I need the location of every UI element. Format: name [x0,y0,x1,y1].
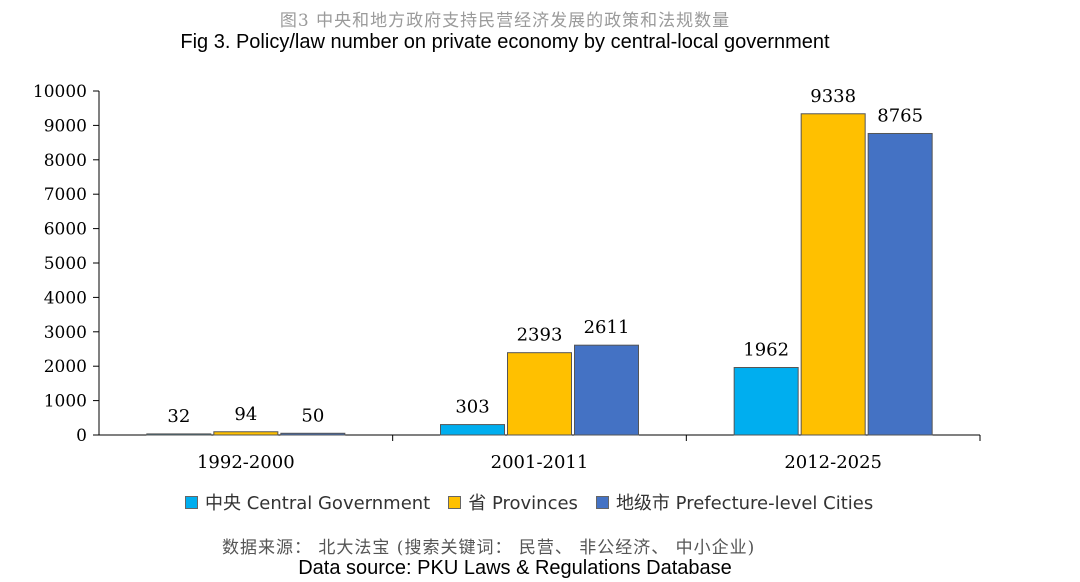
legend-label-cities: 地级市 Prefecture-level Cities [615,493,874,514]
bar-data-label: 50 [301,405,324,426]
y-tick-label: 0 [76,426,87,446]
bar-data-label: 2611 [584,317,630,338]
bar [574,344,639,436]
x-tick-label: 2001-2011 [491,452,589,473]
legend-label-central: 中央 Central Government [205,493,431,514]
y-tick-label: 4000 [44,288,87,308]
y-tick-label: 9000 [44,116,87,136]
y-tick-label: 5000 [44,254,87,274]
y-tick-label: 8000 [44,151,87,171]
chart-title: Fig 3. Policy/law number on private econ… [180,31,830,53]
chart-legend: 中央 Central Government 省 Provinces 地级市 Pr… [185,490,891,514]
bar [146,433,212,436]
y-tick-label: 1000 [44,392,87,412]
bar-data-label: 2393 [517,325,563,346]
bar-data-label: 303 [455,397,489,418]
bar [440,424,505,436]
bar [280,432,346,436]
x-tick-label: 1992-2000 [197,452,295,473]
legend-item-central: 中央 Central Government [185,489,430,515]
bar-data-label: 32 [167,406,190,427]
y-tick-label: 7000 [44,185,87,205]
bar-data-label: 8765 [877,105,923,126]
bar-data-label: 1962 [743,340,789,361]
bar [507,352,572,436]
y-tick-label: 6000 [44,220,87,240]
bar [867,132,933,436]
bar-data-label: 9338 [810,86,856,107]
legend-swatch-provinces [448,495,462,509]
legend-item-provinces: 省 Provinces [448,489,578,515]
y-tick-label: 2000 [44,357,87,377]
bar [800,113,866,436]
bar [213,431,279,436]
source-note: Data source: PKU Laws & Regulations Data… [298,557,732,579]
chart-title-cn: 图3 中央和地方政府支持民营经济发展的政策和法规数量 [279,11,731,31]
bar-data-label: 94 [234,404,257,425]
legend-swatch-central [185,495,198,509]
x-tick-label: 2012-2025 [784,452,882,473]
y-tick-label: 3000 [44,323,87,343]
legend-item-cities: 地级市 Prefecture-level Cities [595,489,874,515]
legend-label-provinces: 省 Provinces [468,493,578,514]
source-note-cn: 数据来源： 北大法宝 (搜索关键词： 民营、 非公经济、 中小企业) [222,538,756,558]
y-tick-label: 10000 [33,82,87,102]
legend-swatch-cities [595,495,609,509]
bar [733,367,799,436]
